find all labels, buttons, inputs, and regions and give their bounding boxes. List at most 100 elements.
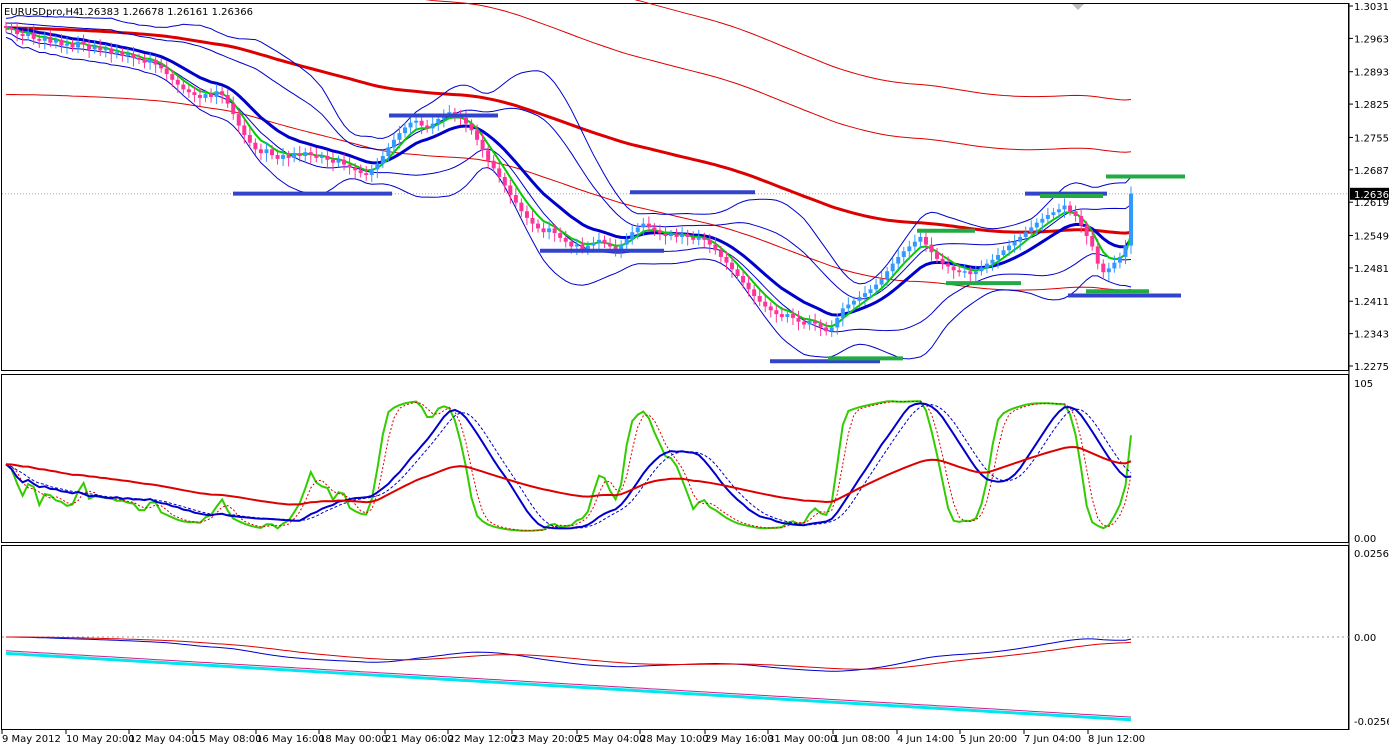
candle-body [414,120,419,123]
candle-body [425,125,430,129]
candle-body [125,54,130,56]
chart-symbol-label: EURUSDpro,H4 [4,7,79,18]
candle-body [475,130,480,140]
candle-body [242,125,247,136]
macd-signal-line [6,636,1132,670]
stoch-fast-d-line [5,400,1132,532]
candle-body [142,59,147,63]
candle-body [1034,222,1039,228]
candle-body [1123,245,1128,257]
candle-body [153,59,158,65]
candle-body [862,293,867,297]
candle-body [87,44,92,50]
candle-body [391,139,396,148]
candle-body [137,57,142,60]
candle-body [735,269,740,276]
candle-body [691,236,696,240]
candle-body [380,156,385,164]
candle-body [15,29,20,35]
price-tick-label: 1.30310 [1354,2,1389,13]
candle-body [369,169,374,176]
candle-body [979,267,984,272]
price-tick-label: 1.24110 [1354,297,1389,308]
time-tick-label: 9 May 2012 [2,734,61,745]
candle-body [1101,263,1106,273]
candle-body [1012,241,1017,246]
macd-tick-label: 0.02569 [1354,549,1389,560]
candle-body [1084,225,1089,236]
candle-body [729,262,734,270]
candle-body [109,48,114,55]
stochastic-panel[interactable] [1,374,1349,543]
time-tick-label: 18 May 00:00 [319,734,388,745]
candle-body [763,301,768,307]
candle-body [630,232,635,239]
candle-body [1001,250,1006,256]
price-tick-label: 1.25490 [1354,232,1389,243]
candle-body [702,236,707,240]
candle-body [292,153,297,158]
candle-body [846,304,851,309]
candle-body [519,202,524,212]
candle-body [824,327,829,332]
price-tick-label: 1.26870 [1354,166,1389,177]
candle-body [530,217,535,224]
candle-body [286,155,291,158]
candle-body [1056,209,1061,213]
candle-body [680,234,685,237]
time-tick-label: 5 Jun 20:00 [960,734,1017,745]
candle-body [31,32,36,39]
candle-body [159,64,164,69]
candle-body [552,228,557,234]
candle-body [912,241,917,247]
candle-body [879,278,884,285]
time-tick-label: 28 May 10:00 [640,734,709,745]
candle-body [569,241,574,247]
time-tick-label: 8 Jun 12:00 [1088,734,1145,745]
candle-body [1007,245,1012,251]
candle-body [918,236,923,242]
time-tick-label: 7 Jun 04:00 [1024,734,1081,745]
candle-body [76,41,81,48]
macd-tick-label: 0.00 [1354,633,1376,644]
candle-body [48,36,53,43]
candle-body [602,239,607,244]
time-tick-label: 31 May 00:00 [768,734,837,745]
band-upper-line [5,15,1132,285]
candle-body [646,223,651,228]
candle-body [70,43,75,48]
candle-body [1090,236,1095,247]
candle-body [907,246,912,252]
candle-body [901,251,906,257]
candle-body [613,246,618,250]
candle-body [486,150,491,161]
candle-body [1079,216,1084,226]
candle-body [209,94,214,97]
candle-body [364,173,369,176]
time-tick-label: 21 May 06:00 [385,734,454,745]
candle-body [164,68,169,75]
channel-outer-line [634,0,1132,101]
candle-body [757,296,762,302]
macd-tick-label: -0.02569 [1354,717,1389,728]
candle-body [635,227,640,233]
price-tick-label: 1.24810 [1354,264,1389,275]
candle-body [807,320,812,325]
candle-body [386,147,391,156]
candle-body [768,306,773,311]
candle-body [563,237,568,242]
candle-body [896,256,901,264]
candle-body [264,149,269,154]
price-panel[interactable] [1,3,1349,371]
candle-body [308,152,313,156]
candle-body [940,258,945,264]
macd-trend-line [5,651,1132,722]
candle-body [270,149,275,156]
candle-body [397,133,402,140]
candle-body [148,59,153,63]
time-tick-label: 29 May 16:00 [705,734,774,745]
candle-body [608,243,613,247]
candle-body [436,118,441,124]
candle-body [225,95,230,104]
